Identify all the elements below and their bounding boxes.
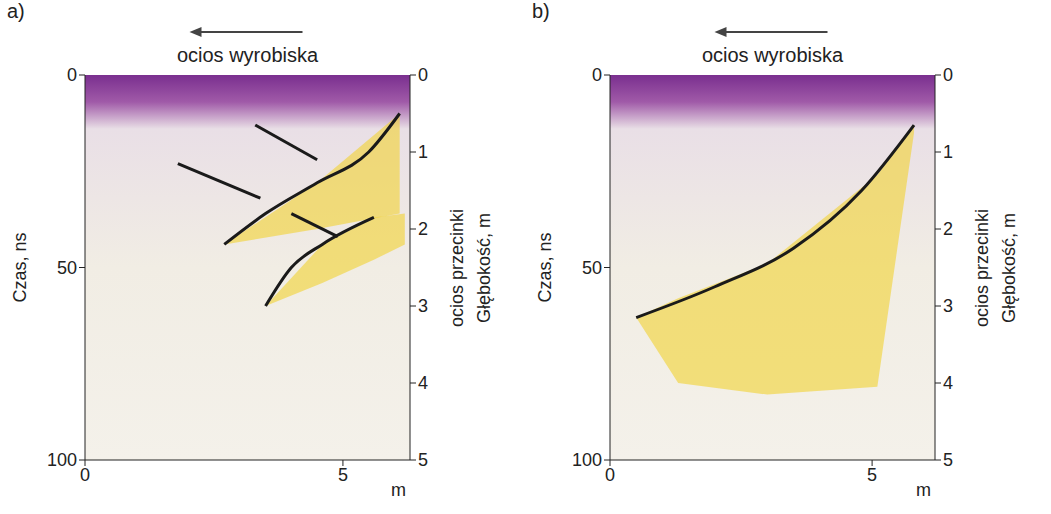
svg-text:50: 50: [57, 258, 77, 278]
svg-text:0: 0: [418, 65, 428, 85]
html-text:ocios przecinki: ocios przecinki: [447, 208, 467, 327]
svg-text:4: 4: [943, 373, 953, 393]
svg-text:m: m: [916, 480, 931, 500]
svg-text:3: 3: [418, 296, 428, 316]
svg-text:2: 2: [943, 219, 953, 239]
svg-text:3: 3: [943, 296, 953, 316]
svg-text:0: 0: [605, 465, 615, 485]
svg-text:Czas, ns: Czas, ns: [10, 232, 30, 302]
html-text:ocios przecinki: ocios przecinki: [972, 208, 992, 327]
svg-text:2: 2: [418, 219, 428, 239]
svg-text:100: 100: [47, 450, 77, 470]
svg-text:50: 50: [582, 258, 602, 278]
svg-text:0: 0: [80, 465, 90, 485]
html-text:ocios wyrobiska: ocios wyrobiska: [176, 44, 319, 66]
svg-text:1: 1: [943, 142, 953, 162]
svg-text:5: 5: [943, 450, 953, 470]
html-text:a): a): [7, 0, 25, 22]
html-text:ocios wyrobiska: ocios wyrobiska: [701, 44, 844, 66]
svg-text:5: 5: [418, 450, 428, 470]
html-text:Głębokość, m: Głębokość, m: [474, 212, 494, 323]
svg-text:Czas, ns: Czas, ns: [535, 232, 555, 302]
svg-text:5: 5: [338, 465, 348, 485]
svg-text:0: 0: [592, 65, 602, 85]
svg-text:4: 4: [418, 373, 428, 393]
svg-text:1: 1: [418, 142, 428, 162]
svg-text:0: 0: [943, 65, 953, 85]
svg-text:5: 5: [867, 465, 877, 485]
svg-text:m: m: [391, 480, 406, 500]
html-text:Głębokość, m: Głębokość, m: [999, 212, 1019, 323]
html-text:b): b): [532, 0, 550, 22]
svg-text:100: 100: [572, 450, 602, 470]
svg-text:0: 0: [67, 65, 77, 85]
